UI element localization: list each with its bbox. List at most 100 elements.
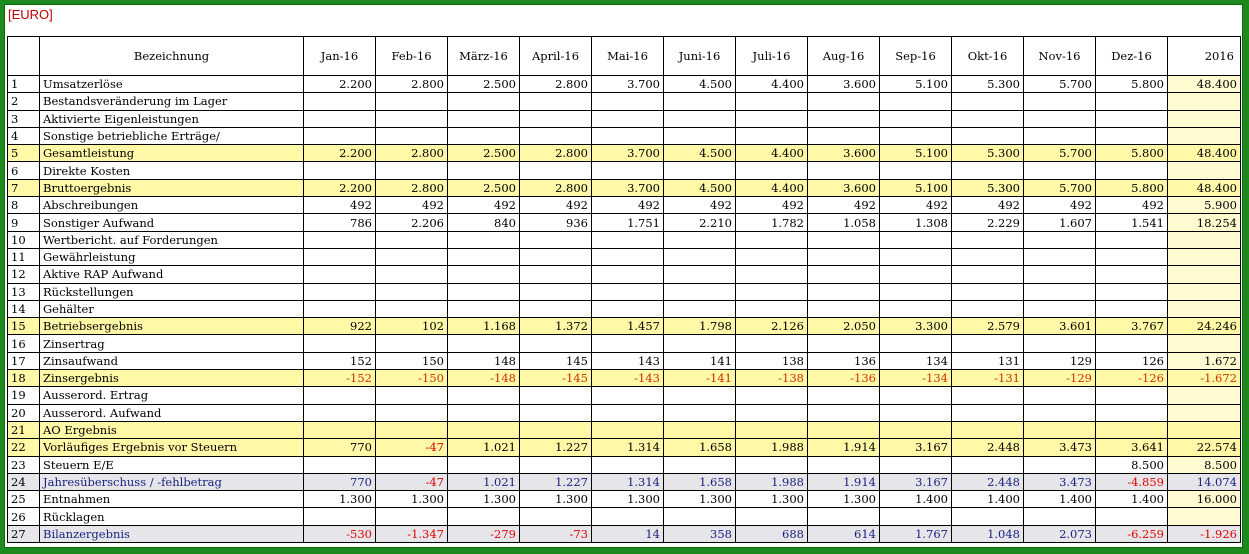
value-cell[interactable] xyxy=(303,420,376,440)
value-cell[interactable] xyxy=(879,334,952,353)
value-cell[interactable] xyxy=(807,507,880,526)
row-label-cell[interactable]: Rückstellungen xyxy=(39,282,304,301)
value-cell[interactable] xyxy=(951,455,1024,474)
value-cell[interactable]: -4.859 xyxy=(1095,472,1168,492)
value-cell[interactable] xyxy=(1095,420,1168,440)
value-cell[interactable] xyxy=(447,403,520,422)
row-index-cell[interactable]: 18 xyxy=(7,369,40,388)
value-cell[interactable] xyxy=(303,403,376,422)
value-cell[interactable]: 5.100 xyxy=(879,144,952,163)
row-index-cell[interactable]: 1 xyxy=(7,74,40,94)
row-index-cell[interactable]: 10 xyxy=(7,230,40,249)
value-cell[interactable] xyxy=(519,403,592,422)
value-cell[interactable]: 492 xyxy=(519,196,592,215)
value-cell[interactable] xyxy=(1023,126,1096,146)
value-cell[interactable] xyxy=(519,161,592,180)
value-cell[interactable] xyxy=(663,507,736,526)
row-index-cell[interactable]: 14 xyxy=(7,299,40,319)
value-cell[interactable]: -47 xyxy=(375,472,448,492)
value-cell[interactable]: 134 xyxy=(879,351,952,371)
row-index-cell[interactable]: 9 xyxy=(7,213,40,232)
value-cell[interactable] xyxy=(447,126,520,146)
total-cell[interactable] xyxy=(1167,161,1241,180)
value-cell[interactable]: 145 xyxy=(519,351,592,371)
value-cell[interactable] xyxy=(519,230,592,249)
value-cell[interactable]: 152 xyxy=(303,351,376,371)
value-cell[interactable] xyxy=(879,92,952,111)
value-cell[interactable] xyxy=(447,247,520,267)
value-cell[interactable]: 4.500 xyxy=(663,178,736,198)
row-label-cell[interactable]: Umsatzerlöse xyxy=(39,74,304,94)
value-cell[interactable]: 2.448 xyxy=(951,438,1024,457)
value-cell[interactable] xyxy=(1095,92,1168,111)
value-cell[interactable]: 492 xyxy=(1095,196,1168,215)
value-cell[interactable]: 1.400 xyxy=(879,490,952,509)
value-cell[interactable]: 4.400 xyxy=(735,74,808,94)
row-index-cell[interactable]: 19 xyxy=(7,386,40,405)
row-index-cell[interactable]: 3 xyxy=(7,109,40,128)
total-cell[interactable]: 48.400 xyxy=(1167,144,1241,163)
value-cell[interactable] xyxy=(1095,247,1168,267)
value-cell[interactable] xyxy=(519,247,592,267)
value-cell[interactable] xyxy=(519,92,592,111)
row-index-cell[interactable]: 20 xyxy=(7,403,40,422)
value-cell[interactable]: 936 xyxy=(519,213,592,232)
value-cell[interactable]: 5.100 xyxy=(879,74,952,94)
total-cell[interactable] xyxy=(1167,403,1241,422)
value-cell[interactable]: 492 xyxy=(663,196,736,215)
value-cell[interactable] xyxy=(375,109,448,128)
row-label-cell[interactable]: AO Ergebnis xyxy=(39,420,304,440)
value-cell[interactable]: -134 xyxy=(879,369,952,388)
value-cell[interactable] xyxy=(591,386,664,405)
value-cell[interactable] xyxy=(1095,126,1168,146)
value-cell[interactable] xyxy=(375,507,448,526)
value-cell[interactable] xyxy=(303,92,376,111)
value-cell[interactable] xyxy=(807,247,880,267)
value-cell[interactable] xyxy=(591,282,664,301)
value-cell[interactable]: 1.988 xyxy=(735,438,808,457)
value-cell[interactable]: 1.300 xyxy=(735,490,808,509)
value-cell[interactable]: -145 xyxy=(519,369,592,388)
value-cell[interactable] xyxy=(1095,161,1168,180)
value-cell[interactable]: 1.658 xyxy=(663,438,736,457)
value-cell[interactable] xyxy=(591,109,664,128)
value-cell[interactable] xyxy=(663,247,736,267)
value-cell[interactable] xyxy=(591,265,664,284)
row-index-cell[interactable]: 11 xyxy=(7,247,40,267)
value-cell[interactable]: 358 xyxy=(663,524,736,544)
value-cell[interactable]: 1.457 xyxy=(591,317,664,336)
value-cell[interactable] xyxy=(879,386,952,405)
value-cell[interactable] xyxy=(879,265,952,284)
value-cell[interactable]: 5.100 xyxy=(879,178,952,198)
value-cell[interactable] xyxy=(447,265,520,284)
value-cell[interactable] xyxy=(807,299,880,319)
value-cell[interactable] xyxy=(1095,230,1168,249)
value-cell[interactable]: 138 xyxy=(735,351,808,371)
value-cell[interactable] xyxy=(735,92,808,111)
total-cell[interactable]: 5.900 xyxy=(1167,196,1241,215)
value-cell[interactable] xyxy=(447,282,520,301)
value-cell[interactable] xyxy=(663,420,736,440)
value-cell[interactable]: 148 xyxy=(447,351,520,371)
value-cell[interactable] xyxy=(735,299,808,319)
value-cell[interactable]: 131 xyxy=(951,351,1024,371)
value-cell[interactable] xyxy=(879,247,952,267)
row-label-cell[interactable]: Gehälter xyxy=(39,299,304,319)
total-cell[interactable] xyxy=(1167,230,1241,249)
value-cell[interactable] xyxy=(807,126,880,146)
value-cell[interactable] xyxy=(663,265,736,284)
row-index-cell[interactable]: 8 xyxy=(7,196,40,215)
value-cell[interactable]: 1.058 xyxy=(807,213,880,232)
value-cell[interactable]: 492 xyxy=(1023,196,1096,215)
row-label-cell[interactable]: Rücklagen xyxy=(39,507,304,526)
value-cell[interactable] xyxy=(447,334,520,353)
value-cell[interactable] xyxy=(591,230,664,249)
row-index-cell[interactable]: 16 xyxy=(7,334,40,353)
value-cell[interactable] xyxy=(735,420,808,440)
value-cell[interactable] xyxy=(591,247,664,267)
value-cell[interactable]: 492 xyxy=(303,196,376,215)
value-cell[interactable]: 4.500 xyxy=(663,144,736,163)
value-cell[interactable]: 5.800 xyxy=(1095,74,1168,94)
total-cell[interactable] xyxy=(1167,247,1241,267)
value-cell[interactable]: 840 xyxy=(447,213,520,232)
